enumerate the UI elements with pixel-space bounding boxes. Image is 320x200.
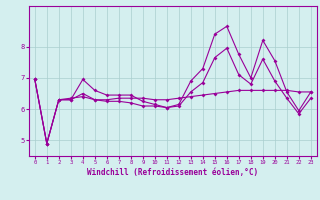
X-axis label: Windchill (Refroidissement éolien,°C): Windchill (Refroidissement éolien,°C) — [87, 168, 258, 177]
